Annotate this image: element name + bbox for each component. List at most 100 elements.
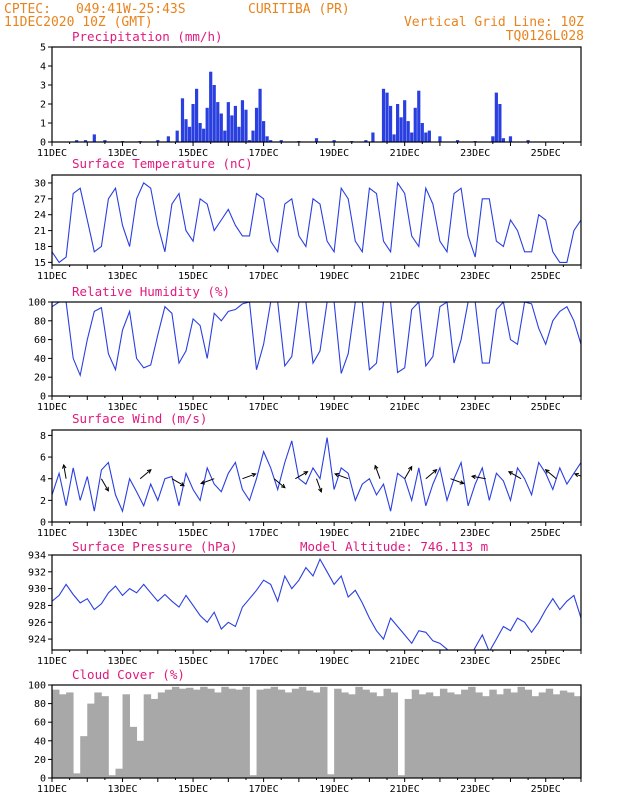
cloud-cover-bar	[178, 688, 187, 778]
header-source: CPTEC:	[4, 2, 51, 17]
y-tick-label: 2	[40, 100, 46, 111]
y-tick-label: 21	[34, 226, 46, 237]
cloud-cover-bar	[200, 686, 208, 778]
wind-arrow-head	[544, 468, 550, 474]
cloud-cover-bar	[503, 688, 511, 778]
cloud-cover-bar	[341, 692, 349, 778]
cloud-cover-bar	[101, 696, 109, 778]
wind-arrow-head	[179, 482, 185, 487]
x-tick-label: 11DEC	[37, 148, 67, 159]
y-tick-label: 80	[34, 316, 46, 327]
precip-bar	[75, 140, 79, 142]
y-tick-label: 100	[28, 681, 46, 692]
cloud-cover-bar	[249, 775, 257, 778]
cloud-cover-bar	[291, 688, 300, 778]
precip-bar	[371, 132, 375, 142]
x-tick-label: 21DEC	[390, 271, 420, 282]
precip-bar	[381, 88, 386, 142]
wind-arrow	[404, 466, 413, 479]
cloud-cover-bar	[496, 694, 504, 778]
x-tick-label: 23DEC	[460, 148, 490, 159]
cloud-cover-bar	[221, 686, 229, 778]
precip-bar	[230, 115, 234, 142]
cloud-cover-bar	[312, 692, 321, 778]
wind-arrow-head	[507, 471, 513, 476]
wind-arrow	[295, 471, 308, 480]
header-city: CURITIBA (PR)	[248, 2, 350, 17]
plot-area-1	[75, 71, 530, 142]
wind-arrow	[508, 471, 522, 480]
x-tick-label: 25DEC	[531, 656, 561, 667]
precip-bar	[212, 85, 216, 142]
x-tick-label: 11DEC	[37, 656, 67, 667]
cloud-cover-bar	[263, 688, 272, 778]
cloud-cover-bar	[531, 696, 540, 778]
y-tick-label: 40	[34, 736, 46, 747]
precip-bar	[209, 71, 213, 142]
precip-bar	[413, 107, 417, 142]
panel-4: Surface Wind (m/s) 0 2 4 6 8 11DEC 13DEC 15DEC 17…	[37, 411, 582, 539]
cloud-cover-bar	[425, 692, 434, 778]
panel-frame	[51, 301, 582, 397]
header-run-time: 11DEC2020 10Z (GMT)	[4, 15, 153, 30]
cloud-cover-bar	[277, 689, 286, 778]
x-tick-label: 19DEC	[319, 148, 349, 159]
cloud-cover-bar	[164, 689, 173, 778]
plot-area-2	[52, 181, 581, 264]
model-altitude: Model Altitude: 746.113 m	[300, 539, 488, 554]
precip-bar	[244, 109, 248, 142]
wind-arrow-head	[146, 468, 152, 474]
wind-arrow	[273, 478, 286, 489]
precip-bar	[226, 102, 230, 142]
precip-bar	[258, 88, 262, 142]
precip-bar	[175, 130, 179, 142]
wind-arrow	[200, 478, 215, 484]
cloud-cover-bar	[136, 740, 145, 778]
precip-bar	[526, 140, 530, 142]
x-tick-label: 23DEC	[460, 271, 490, 282]
cloud-cover-bar	[355, 686, 363, 778]
wind-vectors	[62, 463, 581, 493]
x-tick-label: 17DEC	[249, 402, 279, 413]
wind-arrow-head	[573, 472, 579, 478]
precip-bar	[498, 104, 502, 142]
precip-bar	[254, 107, 259, 142]
x-tick-label: 19DEC	[319, 784, 349, 795]
cloud-cover-bar	[327, 774, 335, 778]
wind-arrow	[100, 478, 109, 492]
cloud-cover-bar	[362, 689, 370, 778]
y-tick-label: 20	[34, 373, 46, 384]
x-tick-label: 13DEC	[107, 784, 137, 795]
x-tick-label: 21DEC	[390, 402, 420, 413]
x-tick-label: 15DEC	[178, 402, 208, 413]
x-tick-label: 23DEC	[460, 528, 490, 539]
wind-arrow-head	[251, 472, 257, 478]
panel-frame	[51, 174, 582, 266]
precip-bar	[194, 88, 199, 142]
cloud-cover-bar	[489, 689, 497, 778]
x-tick-label: 21DEC	[390, 656, 420, 667]
precip-bar	[166, 136, 170, 142]
cloud-cover-bar	[143, 694, 152, 778]
precip-bar	[240, 100, 245, 142]
x-tick-label: 25DEC	[531, 528, 561, 539]
y-tick-label: 0	[40, 138, 46, 149]
x-tick-label: 23DEC	[460, 784, 490, 795]
cloud-cover-bar	[566, 692, 575, 778]
cloud-cover-bar	[397, 775, 406, 778]
panel-2: Surface Temperature (nC) 15 18 21 24 27 30 11DE…	[34, 156, 582, 282]
cloud-cover-bar	[524, 689, 533, 778]
x-tick-label: 19DEC	[319, 271, 349, 282]
cloud-cover-bar	[446, 692, 455, 778]
wind-arrow-head	[318, 487, 323, 493]
precip-bar	[191, 104, 195, 142]
wind-arrow-head	[104, 486, 109, 492]
precip-bar	[180, 98, 185, 142]
precip-bar	[269, 140, 273, 142]
precip-bar	[233, 105, 237, 142]
cloud-cover-bar	[305, 690, 314, 778]
precip-bar	[438, 136, 442, 142]
plot-area-6	[52, 686, 581, 778]
y-tick-label: 4	[40, 474, 46, 485]
